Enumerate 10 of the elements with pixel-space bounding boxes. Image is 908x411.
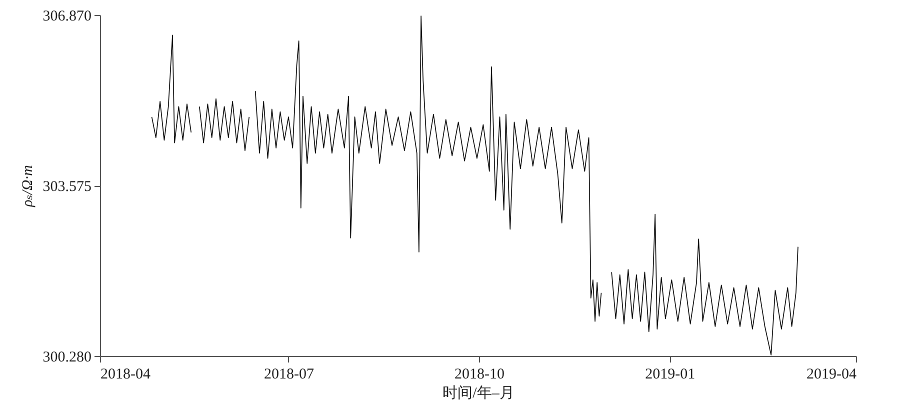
y-axis-title: ρₛ/Ω·m — [20, 164, 36, 208]
y-tick-label: 303.575 — [42, 179, 92, 195]
x-tick-label: 2019-04 — [806, 366, 857, 382]
x-axis-title: 时间/年–月 — [442, 384, 514, 402]
x-tick-label: 2018-10 — [454, 366, 505, 382]
x-tick-label: 2018-07 — [264, 366, 314, 382]
y-tick-label: 306.870 — [42, 8, 92, 24]
y-tick-label: 300.280 — [42, 350, 92, 366]
x-tick-label: 2019-01 — [645, 366, 696, 382]
x-tick-label: 2018-04 — [100, 366, 151, 382]
